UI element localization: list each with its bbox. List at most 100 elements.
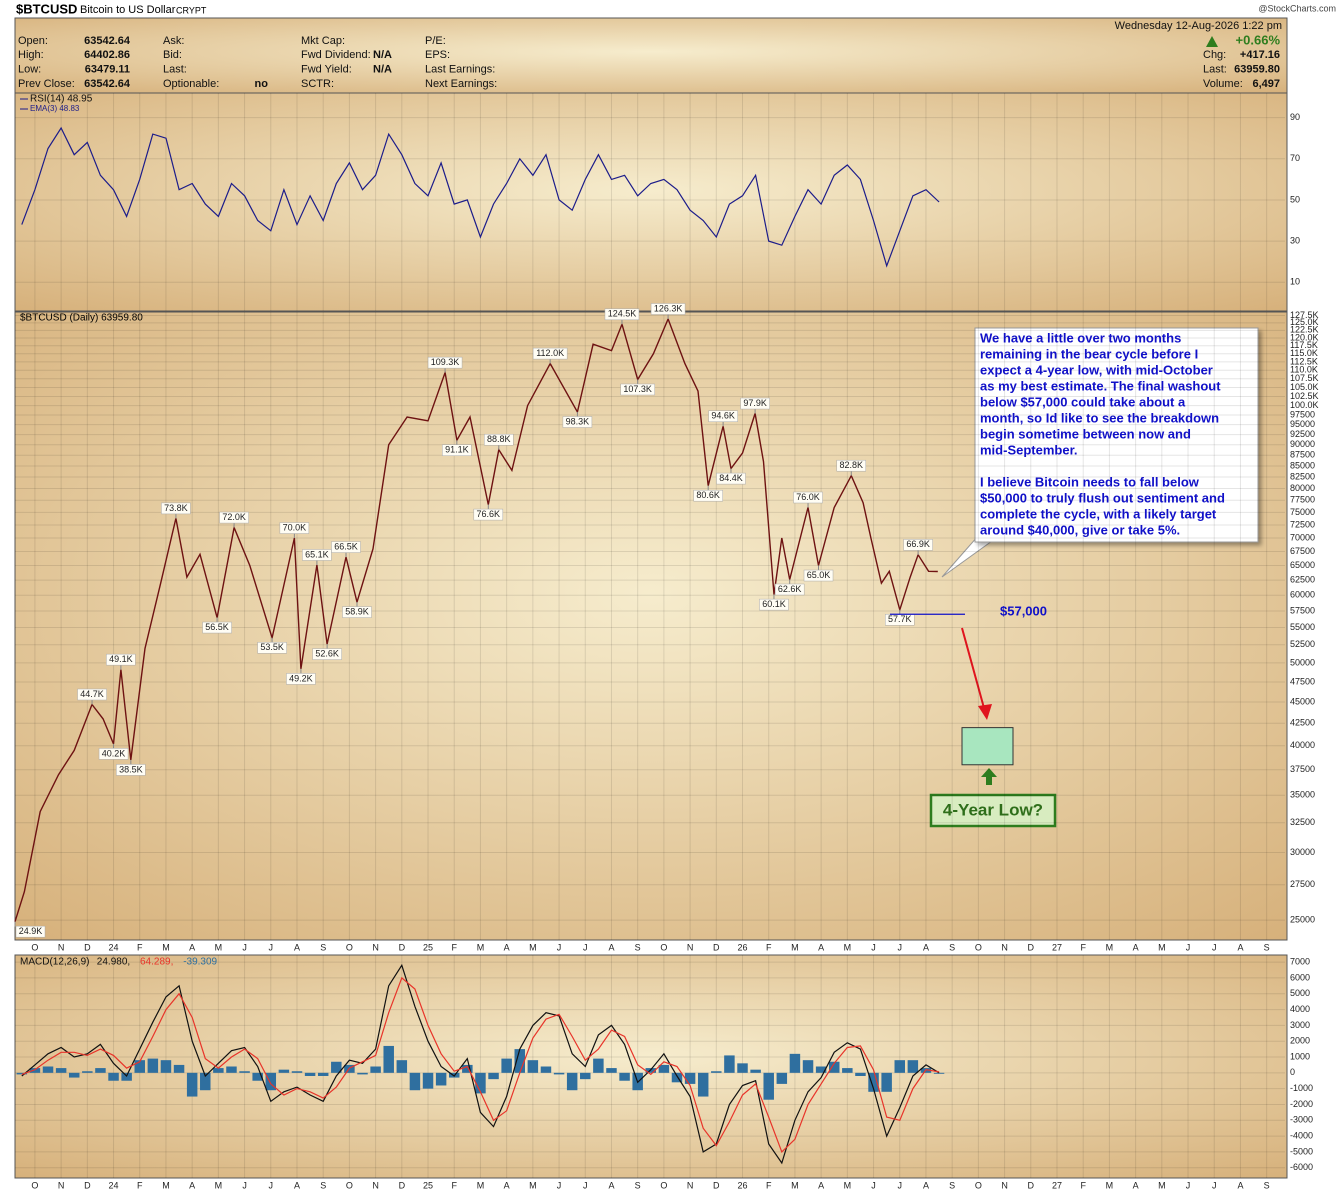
macd-panel bbox=[14, 954, 1288, 1179]
red-arrow-head bbox=[978, 704, 992, 720]
panel-layer: O N D 24 F M A M J J A S O N D 25 F M A M J J A S O N D 26 F M A M J J A S O… bbox=[15, 955, 1313, 1190]
x-tick-label: M bbox=[162, 1180, 170, 1190]
y-tick-label: 102.5K bbox=[1290, 391, 1319, 401]
panel-title: $BTCUSD (Daily) 63959.80 bbox=[20, 313, 143, 324]
x-tick-label: F bbox=[766, 942, 772, 952]
annotation-box bbox=[98, 748, 129, 760]
legend-label: EMA(3) 48.83 bbox=[30, 104, 80, 113]
annotation-box bbox=[442, 444, 472, 456]
x-tick-label: D bbox=[84, 942, 91, 952]
annotation-label: 80.6K bbox=[696, 490, 720, 500]
legend-label: 64.289, bbox=[140, 957, 173, 968]
y-tick-label: 32500 bbox=[1290, 817, 1315, 827]
y-tick-label: 92500 bbox=[1290, 429, 1315, 439]
annotation-box bbox=[604, 308, 640, 321]
histogram-bar bbox=[540, 1066, 552, 1073]
y-tick-label: 120.0K bbox=[1290, 332, 1319, 342]
x-tick-label: M bbox=[791, 942, 799, 952]
field-label: Last: bbox=[163, 64, 187, 76]
histogram-bar bbox=[894, 1060, 905, 1073]
annotation-label: 84.4K bbox=[719, 473, 743, 483]
y-tick-label: 4000 bbox=[1290, 1004, 1310, 1014]
y-tick-label: 3000 bbox=[1290, 1020, 1310, 1030]
note-line: expect a 4-year low, with mid-October bbox=[980, 362, 1213, 377]
x-tick-label: A bbox=[1237, 1180, 1243, 1190]
field-label: Optionable: bbox=[163, 78, 219, 90]
field-label: Last: bbox=[1203, 63, 1227, 75]
histogram-bar bbox=[331, 1061, 342, 1073]
annotation-box bbox=[331, 541, 361, 553]
histogram-bar bbox=[933, 1072, 945, 1074]
y-tick-label: 1000 bbox=[1290, 1051, 1310, 1061]
histogram-bar bbox=[514, 1049, 525, 1073]
y-tick-label: 77500 bbox=[1290, 495, 1315, 505]
annotation-label: 52.6K bbox=[315, 648, 339, 658]
histogram-bar bbox=[278, 1069, 290, 1073]
annotation-label: 65.0K bbox=[807, 570, 831, 580]
red-arrow bbox=[961, 627, 985, 709]
x-tick-label: J bbox=[557, 942, 562, 952]
series-line bbox=[21, 976, 940, 1153]
annotation-box bbox=[106, 653, 136, 666]
histogram-bar bbox=[907, 1060, 919, 1073]
x-tick-label: J bbox=[583, 942, 588, 952]
target-label: 4-Year Low? bbox=[943, 800, 1043, 819]
annotation-box bbox=[774, 583, 805, 596]
annotation-label: 88.8K bbox=[487, 434, 511, 444]
histogram-bar bbox=[383, 1045, 394, 1073]
x-tick-label: A bbox=[294, 1180, 300, 1190]
header-panel bbox=[14, 17, 1288, 94]
instrument-name: Bitcoin to US Dollar bbox=[80, 4, 176, 16]
y-tick-label: 117.5K bbox=[1290, 340, 1318, 350]
histogram-bar bbox=[213, 1068, 224, 1073]
series-line bbox=[21, 963, 940, 1165]
annotation-box bbox=[708, 410, 738, 423]
x-tick-label: N bbox=[1001, 942, 1008, 952]
x-tick-label: O bbox=[660, 942, 667, 952]
field-value: 64402.86 bbox=[84, 49, 130, 61]
annotation-label: 62.6K bbox=[778, 584, 802, 594]
y-tick-label: 122.5K bbox=[1290, 325, 1319, 335]
histogram-bar bbox=[357, 1072, 368, 1075]
legend-label: RSI(14) 48.95 bbox=[30, 94, 93, 105]
x-tick-label: 25 bbox=[423, 942, 433, 952]
histogram-bar bbox=[776, 1072, 788, 1084]
y-tick-label: 30 bbox=[1290, 235, 1300, 245]
y-tick-label: 30000 bbox=[1290, 847, 1315, 857]
y-tick-label: 42500 bbox=[1290, 718, 1315, 728]
level-label: $57,000 bbox=[1000, 604, 1047, 619]
y-tick-label: 90000 bbox=[1290, 439, 1315, 449]
x-tick-label: J bbox=[898, 942, 903, 952]
x-tick-label: N bbox=[58, 1180, 65, 1190]
x-tick-label: S bbox=[1264, 942, 1270, 952]
annotation-box bbox=[484, 433, 514, 446]
histogram-bar bbox=[553, 1072, 565, 1075]
field-value: 6,497 bbox=[1252, 78, 1280, 90]
histogram-bar bbox=[828, 1061, 840, 1073]
x-tick-label: S bbox=[320, 1180, 326, 1190]
annotation-label: 76.6K bbox=[477, 509, 501, 519]
up-triangle bbox=[1206, 36, 1218, 47]
x-tick-label: A bbox=[608, 942, 614, 952]
y-tick-label: -5000 bbox=[1290, 1146, 1313, 1156]
y-tick-label: 47500 bbox=[1290, 676, 1315, 686]
annotation-label: 124.5K bbox=[608, 309, 637, 319]
y-tick-label: 65000 bbox=[1290, 560, 1315, 570]
histogram-bar bbox=[671, 1072, 683, 1083]
y-tick-label: 37500 bbox=[1290, 764, 1315, 774]
annotation-box bbox=[427, 356, 463, 369]
y-tick-label: -3000 bbox=[1290, 1115, 1313, 1125]
x-tick-label: S bbox=[320, 942, 326, 952]
histogram-bar bbox=[68, 1072, 80, 1078]
note-line: month, so Id like to see the breakdown bbox=[980, 410, 1219, 425]
x-tick-label: N bbox=[687, 1180, 694, 1190]
x-tick-label: A bbox=[1133, 1180, 1139, 1190]
y-tick-label: 0 bbox=[1290, 1067, 1295, 1077]
annotation-box bbox=[286, 673, 316, 685]
note-line: below $57,000 could take about a bbox=[980, 394, 1186, 409]
annotation-box bbox=[903, 539, 933, 551]
x-tick-label: D bbox=[713, 1180, 720, 1190]
histogram-bar bbox=[789, 1053, 801, 1073]
